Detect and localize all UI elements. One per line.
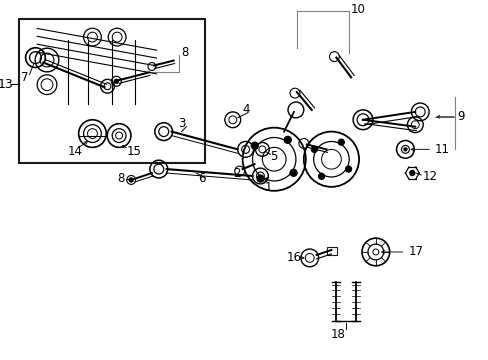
Circle shape <box>403 148 406 151</box>
Text: 17: 17 <box>407 246 423 258</box>
Circle shape <box>338 139 344 145</box>
Text: 9: 9 <box>457 110 464 123</box>
Text: 11: 11 <box>434 143 449 156</box>
Text: 18: 18 <box>330 328 345 341</box>
Circle shape <box>318 174 324 179</box>
Circle shape <box>409 171 414 176</box>
Text: 7: 7 <box>20 71 28 84</box>
Circle shape <box>114 79 118 83</box>
Text: 12: 12 <box>421 170 436 183</box>
Circle shape <box>251 142 258 149</box>
Text: 6: 6 <box>198 172 205 185</box>
Text: 16: 16 <box>286 251 302 264</box>
Circle shape <box>311 147 317 152</box>
Circle shape <box>129 178 133 182</box>
Circle shape <box>257 175 264 182</box>
Text: 3: 3 <box>178 117 185 130</box>
Text: 1: 1 <box>264 181 271 194</box>
Text: 13: 13 <box>0 77 13 91</box>
Circle shape <box>289 169 296 176</box>
Text: 8: 8 <box>181 46 188 59</box>
Text: 4: 4 <box>242 103 250 116</box>
Text: 14: 14 <box>68 145 82 158</box>
Bar <box>20 19 204 163</box>
Text: 5: 5 <box>270 150 277 163</box>
Circle shape <box>345 166 351 172</box>
Bar <box>327 247 337 255</box>
Text: 8: 8 <box>117 172 124 185</box>
Text: 15: 15 <box>127 145 142 158</box>
Circle shape <box>284 136 291 143</box>
Text: 10: 10 <box>350 3 366 16</box>
Text: 2: 2 <box>232 167 240 180</box>
